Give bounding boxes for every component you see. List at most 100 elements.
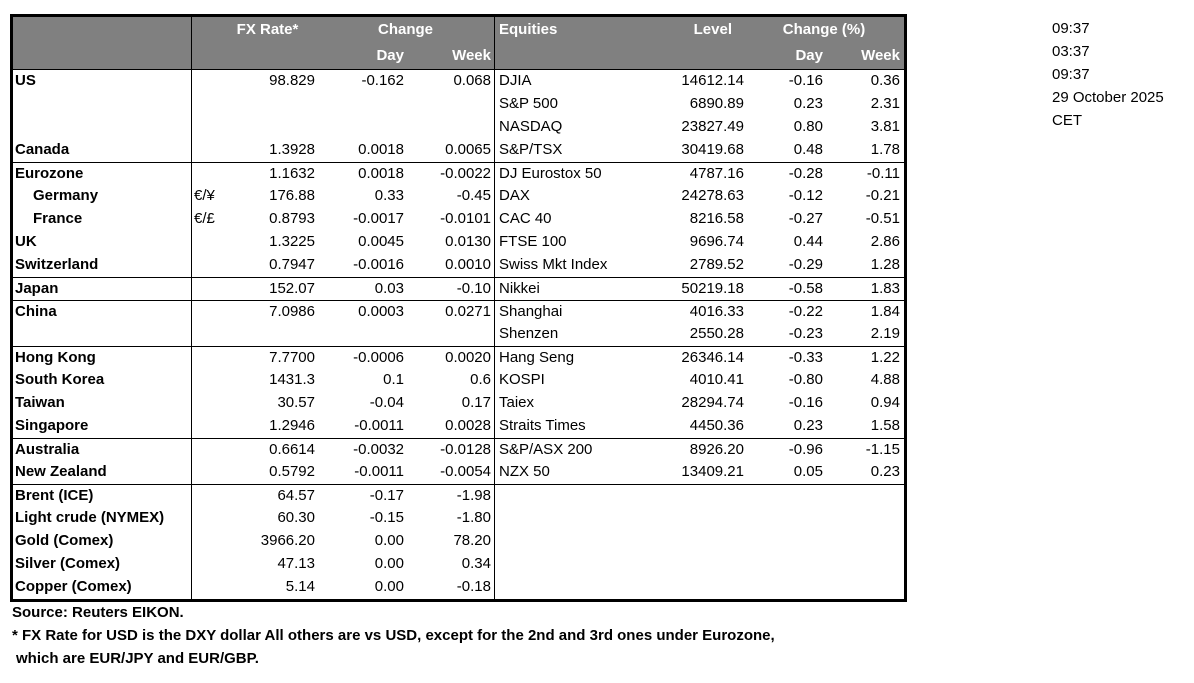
timezone-label: CET (1052, 112, 1082, 129)
equity-week-change-value (826, 530, 902, 553)
equity-day-change-value: -0.22 (788, 303, 823, 320)
report-date: 29 October 2025 (1052, 89, 1164, 106)
fx-region-label: Germany (13, 185, 192, 208)
table-row: Silver (Comex) 47.13 0.00 0.34 (13, 553, 904, 576)
fx-region-label: Eurozone (13, 163, 192, 185)
header-blank-cell (13, 17, 192, 43)
equity-index-label (495, 553, 643, 576)
equity-level-value: 6890.89 (689, 95, 744, 112)
fx-region-label: Canada (13, 139, 192, 162)
equity-level-value: 4016.33 (689, 303, 744, 320)
equity-index-label: Hang Seng (499, 349, 575, 366)
equity-week-change-value: 3.81 (870, 118, 900, 135)
table-row: Germany €/¥ 176.88 0.33 -0.45 DAX 24278.… (13, 185, 904, 208)
equity-level-value: 14612.14 (681, 72, 744, 89)
equity-day-change-value (746, 530, 826, 553)
equity-index-label: FTSE 100 (499, 233, 567, 250)
fx-rate-value: 0.5792 (269, 463, 315, 480)
table-row: UK 1.3225 0.0045 0.0130 FTSE 100 9696.74… (13, 231, 904, 254)
fx-day-change-value: -0.0032 (353, 441, 404, 458)
equity-week-change-value: 0.36 (870, 72, 900, 89)
header-row-2: Day Week Day Week (13, 43, 904, 69)
equity-index-label: Swiss Mkt Index (499, 256, 608, 273)
table-row: Taiwan 30.57 -0.04 0.17 Taiex 28294.74 -… (13, 392, 904, 415)
fx-week-change-value: -0.0101 (407, 208, 495, 231)
fx-region-label (13, 116, 192, 139)
fx-region-label: Silver (Comex) (13, 553, 192, 576)
fx-pair-label (192, 507, 230, 530)
fx-pair-label (192, 347, 230, 369)
table-row: South Korea 1431.3 0.1 0.6 KOSPI 4010.41… (13, 369, 904, 392)
equity-level-value: 8926.20 (689, 441, 744, 458)
fx-region-label: Brent (ICE) (13, 485, 192, 507)
fx-rate-value: 60.30 (277, 509, 315, 526)
fx-region-label: Light crude (NYMEX) (13, 507, 192, 530)
equity-day-change-value: -0.16 (788, 394, 823, 411)
equity-level-value (643, 507, 746, 530)
fx-region-label (13, 323, 192, 346)
equity-day-change-value (746, 576, 826, 599)
header-blank-cell (13, 43, 192, 69)
table-row: Australia 0.6614 -0.0032 -0.0128 S&P/ASX… (13, 438, 904, 461)
fx-region-label: Taiwan (13, 392, 192, 415)
equity-week-change-value (826, 485, 902, 507)
fx-rate-value: 1.3928 (269, 141, 315, 158)
equity-week-change-value: 4.88 (870, 371, 900, 388)
fx-region-label: Australia (13, 439, 192, 461)
equity-day-change-value (746, 485, 826, 507)
fx-rate-value: 7.0986 (269, 303, 315, 320)
fx-region-label: South Korea (13, 369, 192, 392)
equity-level-value: 4787.16 (689, 165, 744, 182)
fx-rate-value: 98.829 (269, 72, 315, 89)
fx-day-change-value: -0.0006 (353, 349, 404, 366)
equity-week-change-value: 0.94 (870, 394, 900, 411)
fx-rate-value (230, 93, 317, 116)
equity-index-label: NZX 50 (499, 463, 550, 480)
equity-week-change-value: 0.23 (870, 463, 900, 480)
equity-week-change-value: 1.58 (870, 417, 900, 434)
fx-pair-label (192, 278, 230, 300)
fx-pair-label (192, 231, 230, 254)
table-row: Gold (Comex) 3966.20 0.00 78.20 (13, 530, 904, 553)
fx-week-change-value: -0.10 (407, 278, 495, 300)
fx-region-label: France (13, 208, 192, 231)
equity-level-value (643, 485, 746, 507)
fx-rate-value: 3966.20 (260, 532, 315, 549)
fx-region-label: Copper (Comex) (13, 576, 192, 599)
col-header-fx-week: Week (407, 43, 495, 69)
fx-footnote-line1: * FX Rate for USD is the DXY dollar All … (12, 627, 775, 644)
equity-week-change-value: -0.21 (865, 187, 900, 204)
table-row: NASDAQ 23827.49 0.80 3.81 (13, 116, 904, 139)
equity-day-change-value: 0.05 (793, 463, 823, 480)
fx-pair-label (192, 323, 230, 346)
fx-day-change-value (317, 116, 407, 139)
header-blank-cell (192, 43, 317, 69)
table-row: Copper (Comex) 5.14 0.00 -0.18 (13, 576, 904, 599)
equity-week-change-value (826, 576, 902, 599)
fx-week-change-value: 0.17 (407, 392, 495, 415)
equity-week-change-value: 1.78 (870, 141, 900, 158)
fx-week-change-value: -0.18 (407, 576, 495, 599)
table-row: Hong Kong 7.7700 -0.0006 0.0020 Hang Sen… (13, 346, 904, 369)
equity-level-value: 28294.74 (681, 394, 744, 411)
fx-day-change-value: 0.33 (374, 187, 404, 204)
equity-day-change-value: -0.58 (788, 280, 823, 297)
col-header-fx-day: Day (376, 47, 404, 64)
fx-day-change-value: 0.0003 (358, 303, 404, 320)
market-data-table: FX Rate* Change Equities Level Change (%… (10, 14, 907, 602)
fx-week-change-value: 0.0065 (407, 139, 495, 162)
equity-index-label: DJIA (499, 72, 532, 89)
equity-index-label: Nikkei (499, 280, 540, 297)
equity-index-label: S&P/TSX (499, 141, 563, 158)
fx-week-change-value: -0.0054 (407, 461, 495, 484)
equity-week-change-value: 2.31 (870, 95, 900, 112)
col-header-eq-week: Week (861, 47, 900, 64)
fx-rate-value: 1.2946 (269, 417, 315, 434)
fx-day-change-value: 0.0018 (358, 141, 404, 158)
equity-level-value: 9696.74 (689, 233, 744, 250)
equity-level-value: 13409.21 (681, 463, 744, 480)
equity-level-value: 30419.68 (681, 141, 744, 158)
equity-week-change-value (826, 507, 902, 530)
equity-day-change-value: -0.23 (788, 325, 823, 342)
